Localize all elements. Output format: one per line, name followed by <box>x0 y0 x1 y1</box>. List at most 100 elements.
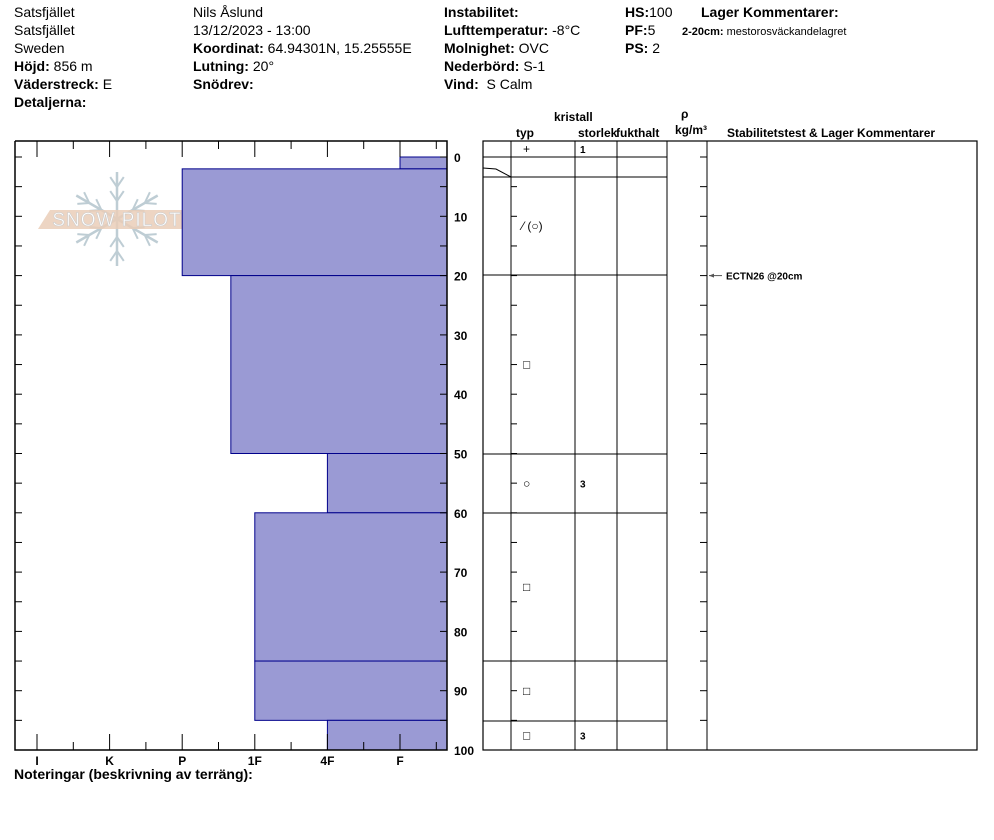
hardness-layer-bar <box>254 660 448 721</box>
header-density-unit: kg/m³ <box>675 123 708 137</box>
depth-tick-label: 70 <box>454 566 468 580</box>
precipitation: Nederbörd: S-1 <box>444 58 545 74</box>
depth-tick-label: 80 <box>454 625 468 639</box>
ps-value: 2 <box>652 40 661 56</box>
layer-comment: 2-20cm: mestorosväckandelagret <box>682 24 846 40</box>
aspect-label: Väderstreck: <box>14 76 99 92</box>
logo-band <box>38 210 195 229</box>
slope-label: Lutning: <box>193 58 249 74</box>
hardness-tick-label: 1F <box>248 754 262 768</box>
snowflake-branch <box>109 190 118 202</box>
snowflake-branch <box>144 233 157 236</box>
crystal-type-symbol: □ <box>523 580 530 594</box>
snowflake-branch <box>83 191 91 204</box>
layer-connector-line <box>482 167 512 178</box>
pit-depth: PF:5 <box>625 22 655 38</box>
wind-value: S Calm <box>486 76 533 92</box>
crystal-type-symbol: + <box>523 142 530 156</box>
hardness-tick-label: K <box>105 754 114 768</box>
coordinates: Koordinat: 64.94301N, 15.25555E <box>193 40 412 56</box>
slope: Lutning: 20° <box>193 58 274 74</box>
crystal-type-symbol: □ <box>523 358 530 372</box>
precipitation-value: S-1 <box>523 58 546 74</box>
layer-comment-range: 2-20cm: <box>682 26 724 38</box>
aspect-value: E <box>102 76 113 92</box>
snowflake-branch <box>116 236 125 248</box>
hs-value: 100 <box>649 4 673 20</box>
header-kristall: kristall <box>554 110 593 124</box>
coordinates-label: Koordinat: <box>193 40 264 56</box>
wind: Vind: S Calm <box>444 76 532 92</box>
header-storlek: storlek <box>578 126 618 140</box>
hardness-layer-bar <box>254 512 448 662</box>
terrain-notes-label: Noteringar (beskrivning av terräng): <box>14 766 253 782</box>
pf-label: PF: <box>625 22 648 38</box>
stability-arrowhead <box>709 273 714 278</box>
crystal-size: 3 <box>580 732 586 743</box>
depth-tick-label: 100 <box>454 744 474 758</box>
snowflake-branch <box>143 234 151 247</box>
observer: Nils Åslund <box>193 4 264 20</box>
depth-tick-label: 40 <box>454 388 468 402</box>
precipitation-label: Nederbörd: <box>444 58 520 74</box>
air-temp-label: Lufttemperatur: <box>444 22 549 38</box>
snowflake-branch <box>109 236 118 248</box>
crystal-type-symbol: ⁄ (○) <box>519 219 543 233</box>
layer-comments-title-text: Lager Kommentarer: <box>701 4 839 20</box>
hardness-layer-bar <box>181 168 448 277</box>
elevation: Höjd: 856 m <box>14 58 93 74</box>
coordinates-value: 64.94301N, 15.25555E <box>267 40 412 56</box>
hardness-tick-label: P <box>178 754 186 768</box>
hardness-layer-bar <box>326 719 448 751</box>
crystal-type-symbol: ○ <box>523 477 530 491</box>
elevation-value: 856 m <box>53 58 93 74</box>
location-region: Satsfjället <box>14 22 75 38</box>
aspect: Väderstreck: E <box>14 76 112 92</box>
layer-comment-text: mestorosväckandelagret <box>726 26 847 38</box>
snowflake-branch <box>95 227 103 240</box>
hardness-layer-bar <box>230 275 448 454</box>
crystal-size: 3 <box>580 480 586 491</box>
elevation-label: Höjd: <box>14 58 50 74</box>
crystal-type-symbol: □ <box>523 684 530 698</box>
details: Detaljerna: <box>14 94 86 110</box>
hardness-layer-bar <box>326 453 448 514</box>
hardness-tick-label: 4F <box>320 754 334 768</box>
snowflake-branch <box>131 198 139 211</box>
snowflake-branch <box>77 233 90 236</box>
snow-height: HS:100 <box>625 4 672 20</box>
slope-value: 20° <box>252 58 275 74</box>
crystal-type-symbol: □ <box>523 729 530 743</box>
wind-loading-label: Snödrev: <box>193 76 254 92</box>
layer-comments-title: Lager Kommentarer: <box>701 4 839 20</box>
datetime: 13/12/2023 - 13:00 <box>193 22 311 38</box>
snowflake-branch <box>95 198 103 211</box>
location-country: Sweden <box>14 40 65 56</box>
depth-tick-label: 0 <box>454 151 461 165</box>
sky-cover: Molnighet: OVC <box>444 40 549 56</box>
hardness-tick-label: I <box>35 754 38 768</box>
depth-tick-label: 90 <box>454 685 468 699</box>
hs-label: HS: <box>625 4 650 20</box>
hardness-layer-bar <box>399 156 448 170</box>
stability-test-label: ECTN26 @20cm <box>726 272 803 283</box>
snowflake-branch <box>143 191 151 204</box>
snowflake-branch <box>83 234 91 247</box>
header-rho: ρ <box>681 107 689 121</box>
ps: PS: 2 <box>625 40 660 56</box>
wind-label: Vind: <box>444 76 479 92</box>
crystal-table-frame <box>482 140 978 751</box>
instability: Instabilitet: <box>444 4 519 20</box>
location-name: Satsfjället <box>14 4 75 20</box>
snowflake-branch <box>109 176 118 188</box>
snowflake-branch <box>77 202 90 205</box>
air-temp: Lufttemperatur: -8°C <box>444 22 580 38</box>
depth-tick-label: 50 <box>454 448 468 462</box>
pf-value: 5 <box>647 22 656 38</box>
snowflake-branch <box>109 250 118 262</box>
snowpilot-logo: SNOW PILOT <box>38 172 195 266</box>
depth-tick-label: 30 <box>454 329 468 343</box>
snowflake-branch <box>116 250 125 262</box>
header-typ: typ <box>516 126 534 140</box>
